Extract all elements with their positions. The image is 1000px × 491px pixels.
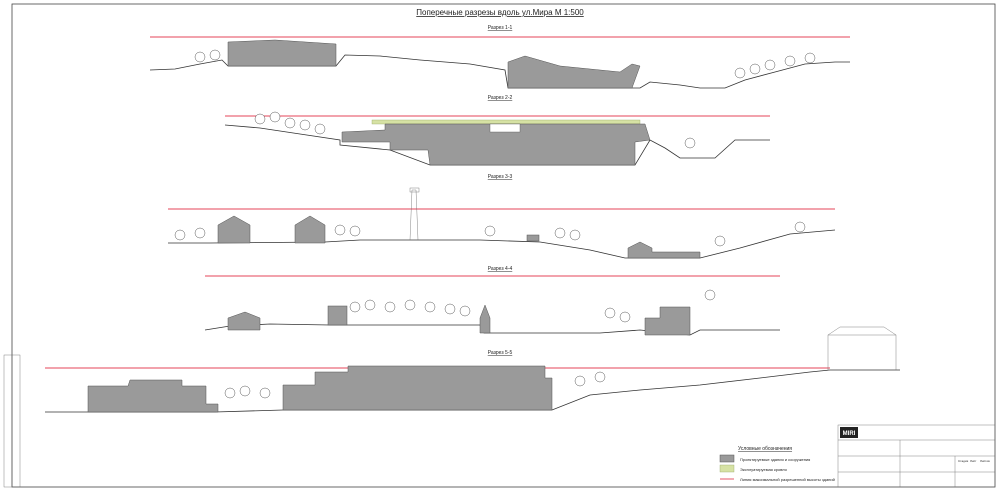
building — [507, 55, 641, 89]
legend-label: Линия максимальной разрешенной высоты зд… — [740, 477, 835, 482]
tree — [684, 137, 696, 149]
ground-line — [149, 54, 850, 89]
tree — [299, 119, 311, 131]
section-label: Разрез 4-4 — [488, 266, 513, 272]
section-1: Разрез 1-1 — [149, 25, 850, 89]
section-3: Разрез 3-3 — [168, 174, 836, 259]
building — [227, 39, 337, 67]
section-2: Разрез 2-2 — [224, 95, 770, 166]
tower-top — [409, 187, 420, 193]
tree — [364, 299, 376, 311]
logo: MIRI — [843, 431, 856, 437]
tree — [269, 111, 281, 123]
tree — [574, 375, 586, 387]
tree — [349, 225, 361, 237]
building — [526, 234, 540, 242]
tree — [594, 371, 606, 383]
facade-roof — [827, 326, 897, 336]
building — [294, 215, 326, 244]
tree — [194, 227, 206, 239]
logo-box — [840, 427, 858, 438]
tree — [254, 113, 266, 125]
tree — [784, 55, 796, 67]
facade — [827, 326, 897, 371]
tower — [409, 189, 419, 241]
legend-swatch — [719, 464, 735, 473]
legend-label: Эксплуатируемая кровля — [740, 467, 787, 472]
tree — [794, 221, 806, 233]
building — [627, 241, 701, 259]
title-block: MIRI Стадия Лист Листов — [837, 424, 996, 488]
tree — [209, 49, 221, 61]
tree — [334, 224, 346, 236]
tree — [714, 235, 726, 247]
tree — [734, 67, 746, 79]
stage-header: Стадия — [958, 459, 969, 463]
ground-line — [204, 323, 780, 336]
tree — [619, 311, 631, 323]
tree — [569, 229, 581, 241]
tree — [764, 59, 776, 71]
sheet-header: Лист — [970, 459, 977, 463]
section-5: Разрез 5-5 — [45, 326, 900, 413]
building — [327, 305, 348, 326]
building — [227, 311, 261, 331]
building — [282, 365, 553, 411]
roof-terrace — [371, 119, 641, 125]
building — [341, 123, 651, 166]
tree — [804, 52, 816, 64]
sheets-header: Листов — [980, 459, 990, 463]
trees — [174, 49, 816, 399]
tree — [284, 117, 296, 129]
tree — [749, 63, 761, 75]
tree — [404, 299, 416, 311]
tree — [459, 305, 471, 317]
sheet-title: Поперечные разрезы вдоль ул.Мира М 1:500 — [416, 8, 584, 17]
tree — [224, 387, 236, 399]
tree — [314, 123, 326, 135]
building — [644, 306, 691, 336]
building — [87, 379, 219, 413]
tree — [349, 301, 361, 313]
section-4: Разрез 4-4 — [204, 266, 780, 336]
building — [217, 215, 251, 244]
tree — [174, 229, 186, 241]
section-label: Разрез 5-5 — [488, 350, 513, 356]
tree — [444, 303, 456, 315]
facade-outline — [827, 334, 897, 371]
tree — [239, 385, 251, 397]
tree — [704, 289, 716, 301]
section-label: Разрез 3-3 — [488, 174, 513, 180]
ground-line — [168, 229, 836, 259]
sheet-frame — [11, 3, 996, 488]
church — [479, 304, 491, 334]
tree — [554, 227, 566, 239]
section-label: Разрез 2-2 — [488, 95, 513, 101]
section-label: Разрез 1-1 — [488, 25, 513, 31]
legend-swatch — [719, 454, 735, 463]
tree — [484, 225, 496, 237]
tree — [384, 301, 396, 313]
tree — [194, 51, 206, 63]
tree — [259, 387, 271, 399]
tree — [424, 301, 436, 313]
legend-title: Условные обозначения — [738, 446, 792, 452]
courtyard — [489, 123, 521, 133]
legend-label: Проектируемые здания и сооружения — [740, 457, 810, 462]
legend: Условные обозначения Проектируемые здани… — [719, 446, 835, 482]
tree — [604, 307, 616, 319]
